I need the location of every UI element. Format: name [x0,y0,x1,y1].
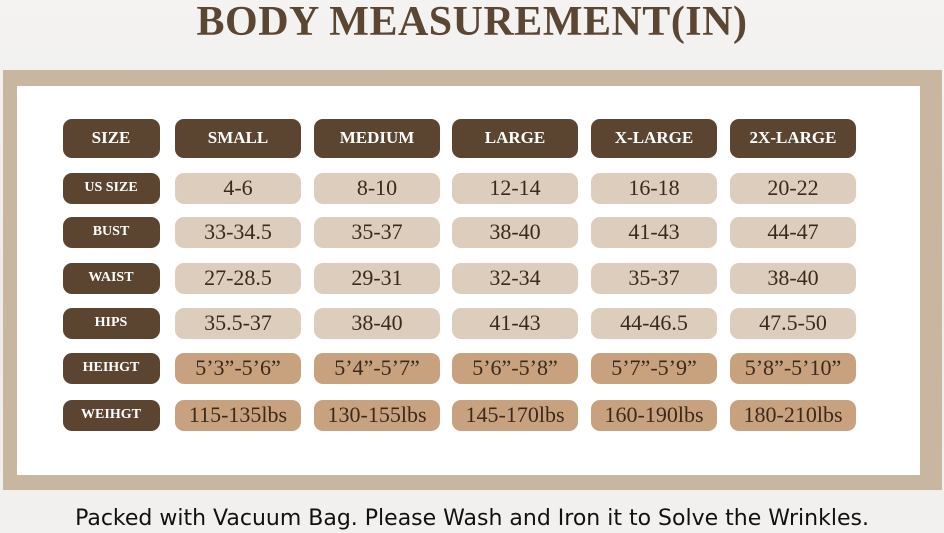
cell: 44-46.5 [591,307,717,339]
size-header: X-LARGE [591,118,717,158]
cell: 5’6”-5’8” [452,352,578,384]
cell: 4-6 [175,172,301,204]
row-label: US SIZE [62,172,160,204]
footer-note: Packed with Vacuum Bag. Please Wash and … [75,506,869,531]
row-label: BUST [62,216,160,248]
cell: 115-135lbs [175,399,301,431]
cell: 5’3”-5’6” [175,352,301,384]
title: BODY MEASUREMENT(IN) [196,0,748,45]
cell: 47.5-50 [730,307,856,339]
cell: 5’7”-5’9” [591,352,717,384]
header-label: SIZE [62,118,160,158]
size-header: SMALL [175,118,301,158]
cell: 44-47 [730,216,856,248]
row-label: HEIHGT [62,352,160,384]
cell: 41-43 [452,307,578,339]
cell: 16-18 [591,172,717,204]
row-label: WEIHGT [62,399,160,431]
cell: 12-14 [452,172,578,204]
cell: 130-155lbs [314,399,440,431]
size-header: LARGE [452,118,578,158]
cell: 27-28.5 [175,262,301,294]
cell: 35.5-37 [175,307,301,339]
table: SIZE SMALL MEDIUM LARGE X-LARGE 2X-LARGE US SI… [17,86,920,475]
cell: 35-37 [314,216,440,248]
row-label: WAIST [62,262,160,294]
cell: 160-190lbs [591,399,717,431]
cell: 5’4”-5’7” [314,352,440,384]
cell: 5’8”-5’10” [730,352,856,384]
cell: 41-43 [591,216,717,248]
cell: 20-22 [730,172,856,204]
cell: 32-34 [452,262,578,294]
cell: 33-34.5 [175,216,301,248]
cell: 38-40 [452,216,578,248]
size-header: 2X-LARGE [730,118,856,158]
cell: 8-10 [314,172,440,204]
cell: 38-40 [730,262,856,294]
cell: 180-210lbs [730,399,856,431]
cell: 29-31 [314,262,440,294]
table-frame: SIZE SMALL MEDIUM LARGE X-LARGE 2X-LARGE US SI… [3,70,942,490]
cell: 35-37 [591,262,717,294]
cell: 145-170lbs [452,399,578,431]
size-header: MEDIUM [314,118,440,158]
row-label: HIPS [62,307,160,339]
cell: 38-40 [314,307,440,339]
